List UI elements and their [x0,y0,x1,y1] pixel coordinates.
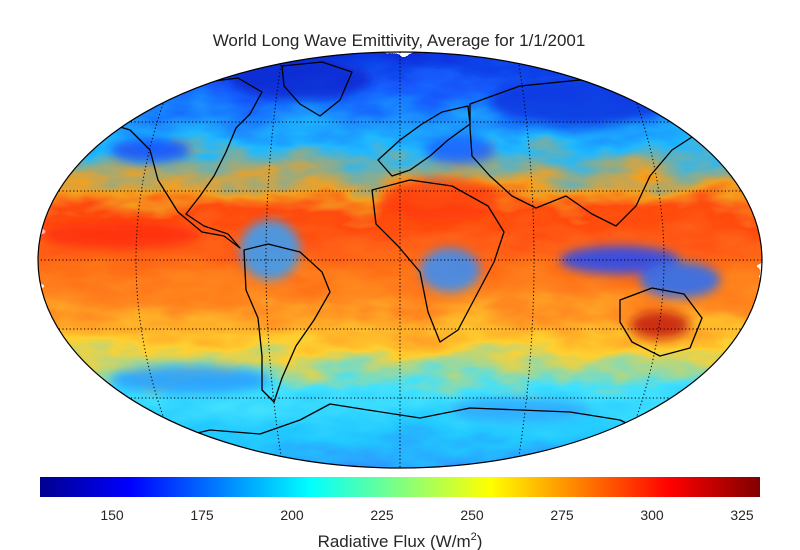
australia-coast [619,287,703,357]
colorbar-tick-label: 175 [190,507,214,523]
africa-coast [371,179,505,343]
colorbar-tick-label: 325 [730,507,754,523]
colorbar-tick-label: 250 [460,507,484,523]
coastlines [95,61,713,445]
colorbar-tick-label: 300 [640,507,664,523]
colorbar-tick-label: 225 [370,507,394,523]
graticule [38,52,762,468]
north-america-coast [95,77,263,249]
colorbar-tick-label: 150 [100,507,124,523]
colorbar-ticks: 150 175 200 225 250 275 300 325 [100,507,754,523]
map-area [38,52,762,468]
colorbar-tick-label: 275 [550,507,574,523]
antarctica-coast [149,403,661,445]
map-title: World Long Wave Emittivity, Average for … [213,31,586,50]
colorbar-tick-label: 200 [280,507,304,523]
colorbar [40,477,760,497]
warm-patches [40,178,690,339]
greenland-coast [281,61,353,117]
colorbar-label: Radiative Flux (W/m2) [318,531,483,550]
south-america-coast [243,243,331,403]
globe-outline [37,51,763,469]
